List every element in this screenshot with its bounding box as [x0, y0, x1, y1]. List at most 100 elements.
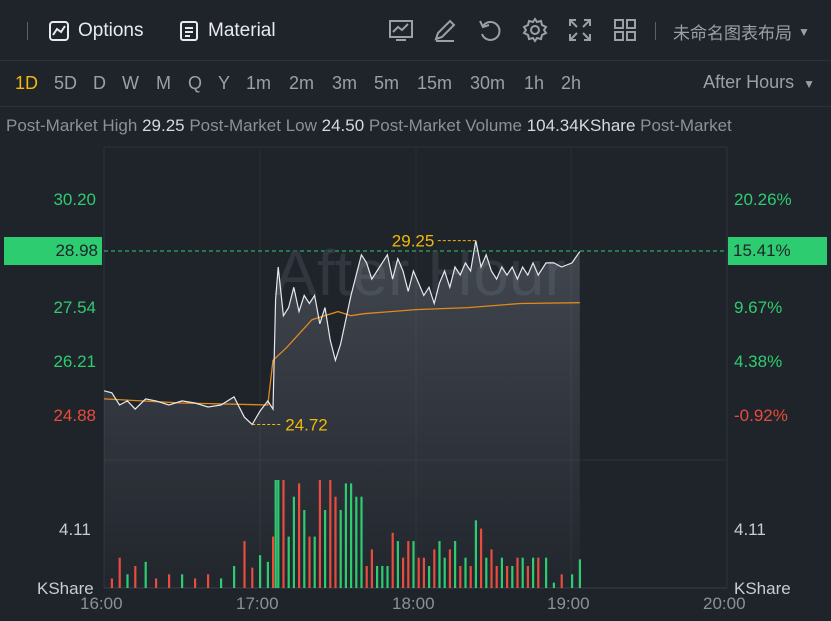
period-w[interactable]: W — [122, 73, 139, 93]
layout-label: 未命名图表布局 — [673, 24, 792, 43]
period-30m[interactable]: 30m — [470, 73, 506, 93]
material-button[interactable]: Material — [178, 18, 276, 44]
period-1d[interactable]: 1D — [15, 73, 39, 93]
volume-bar — [110, 578, 113, 588]
material-label: Material — [208, 20, 276, 41]
volume-bar — [266, 561, 269, 588]
low-annotation: 24.72 — [285, 415, 328, 434]
volume-bar — [516, 557, 519, 588]
volume-bar — [308, 536, 311, 588]
session-selector[interactable]: After Hours ▼ — [703, 72, 815, 93]
volume-bar — [391, 532, 394, 588]
period-5d[interactable]: 5D — [54, 73, 78, 93]
volume-bar — [480, 528, 483, 588]
volume-bar — [126, 574, 129, 588]
volume-bar — [407, 541, 410, 588]
undo-icon[interactable] — [477, 17, 503, 43]
indicator-icon[interactable] — [388, 17, 414, 43]
grid-layout-icon[interactable] — [612, 17, 638, 43]
period-q[interactable]: Q — [188, 73, 203, 93]
volume-bar — [243, 541, 246, 588]
volume-bar — [303, 509, 306, 588]
volume-bar — [350, 483, 353, 588]
document-icon — [180, 21, 198, 41]
price-axis-label: 30.20 — [53, 190, 96, 209]
volume-bar — [552, 582, 555, 588]
volume-bar — [207, 574, 210, 588]
volume-bar — [155, 578, 158, 588]
low-value: 24.50 — [321, 116, 365, 135]
price-axis-label: 26.21 — [53, 352, 96, 371]
volume-bar — [500, 557, 503, 588]
period-2m[interactable]: 2m — [289, 73, 315, 93]
period-1m[interactable]: 1m — [246, 73, 272, 93]
volume-bar — [459, 565, 462, 588]
options-button[interactable]: Options — [48, 18, 143, 44]
volume-bar — [277, 480, 280, 588]
volume-bar — [438, 541, 441, 588]
percent-axis-label: 20.26% — [734, 190, 792, 209]
volume-unit-right: KShare — [734, 579, 791, 598]
time-axis-label: 17:00 — [236, 594, 279, 613]
volume-bar — [376, 565, 379, 588]
volume-bar — [417, 557, 420, 588]
price-line-path — [103, 240, 581, 426]
price-line — [103, 240, 581, 426]
period-bar: After Hours ▼ 1D 5D D W M Q Y 1m 2m 3m 5m 15m 30m 1h 2… — [0, 60, 831, 107]
chart-annotations: 29.25 24.72 — [252, 232, 476, 434]
volume-bar — [485, 557, 488, 588]
draw-icon[interactable] — [432, 17, 458, 43]
period-d[interactable]: D — [93, 73, 106, 93]
percent-axis-label: 9.67% — [734, 298, 783, 317]
volume-bar — [259, 555, 262, 588]
layout-selector[interactable]: 未命名图表布局 ▼ — [673, 19, 810, 44]
volume-bar — [381, 565, 384, 588]
fullscreen-icon[interactable] — [567, 17, 593, 43]
current-price-tag: 28.98 — [4, 237, 102, 265]
time-axis-label: 18:00 — [392, 594, 435, 613]
period-3m[interactable]: 3m — [332, 73, 358, 93]
period-15m[interactable]: 15m — [417, 73, 453, 93]
volume-bar — [168, 574, 171, 588]
current-percent-tag: 15.41% — [728, 237, 827, 265]
period-y[interactable]: Y — [218, 73, 231, 93]
period-5m[interactable]: 5m — [374, 73, 400, 93]
volume-bar — [560, 574, 563, 588]
time-axis-label: 16:00 — [80, 594, 123, 613]
options-label: Options — [78, 20, 144, 41]
volume-bar — [144, 561, 147, 588]
period-1h[interactable]: 1h — [524, 73, 545, 93]
volume-bar — [521, 557, 524, 588]
volume-bar — [360, 496, 363, 588]
volume-bar — [118, 557, 121, 588]
volume-bar — [318, 480, 321, 588]
volume-bar — [313, 536, 316, 588]
volume-bar — [495, 565, 498, 588]
volume-bar — [339, 509, 342, 588]
volume-label: Post-Market Volume — [368, 116, 522, 135]
high-label: Post-Market High — [6, 116, 138, 135]
period-m[interactable]: M — [156, 73, 171, 93]
volume-bar — [324, 509, 327, 588]
volume-bar — [537, 557, 540, 588]
caret-down-icon: ▼ — [798, 24, 810, 39]
settings-icon[interactable] — [522, 17, 548, 43]
volume-bar — [134, 565, 137, 588]
period-2h[interactable]: 2h — [561, 73, 582, 93]
price-axis-label: 27.54 — [53, 298, 96, 317]
average-line-path — [103, 302, 580, 406]
volume-bar — [355, 496, 358, 588]
caret-down-icon: ▼ — [803, 77, 815, 91]
volume-bar — [578, 559, 581, 588]
top-toolbar: Options Material 未命名图表布局 ▼ — [0, 0, 831, 61]
volume-bars — [110, 480, 581, 588]
volume-bar — [428, 565, 431, 588]
post-market-stats: Post-Market High 29.25 Post-Market Low 2… — [6, 116, 831, 136]
volume-bar — [526, 565, 529, 588]
time-axis-label: 19:00 — [547, 594, 590, 613]
volume-axis-left: 4.11 — [59, 520, 91, 539]
volume-bar — [443, 557, 446, 588]
price-area — [104, 240, 580, 588]
volume-bar — [396, 541, 399, 588]
